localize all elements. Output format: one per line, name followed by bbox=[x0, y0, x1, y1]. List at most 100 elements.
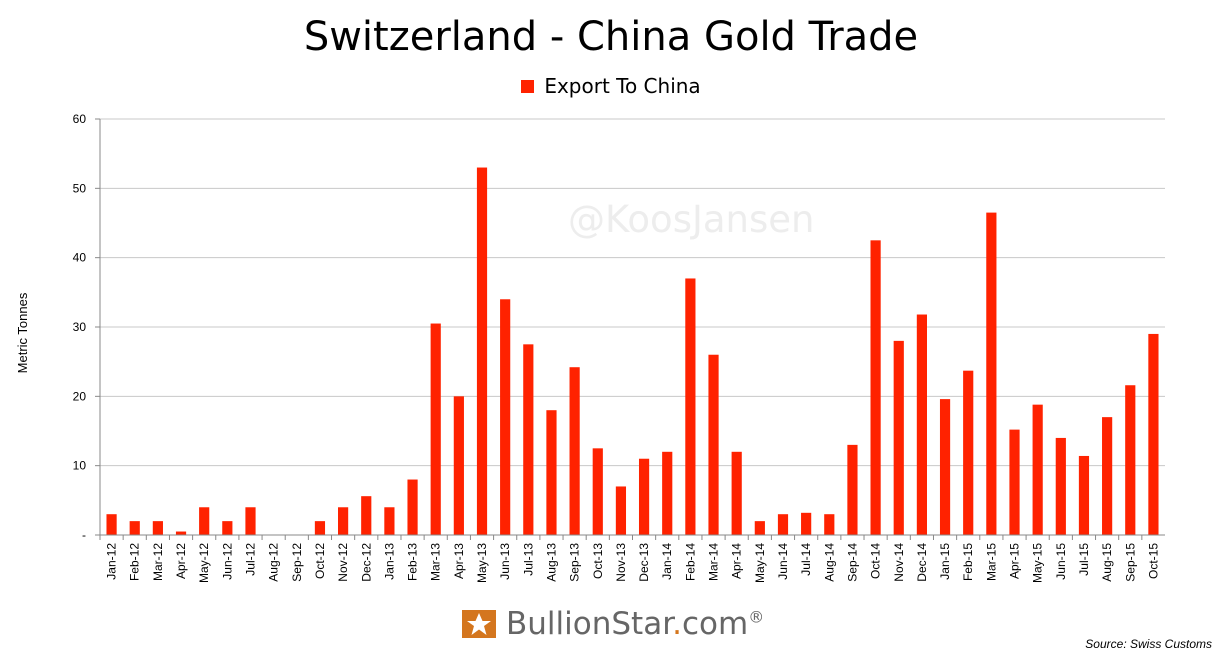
bar bbox=[847, 444, 858, 535]
x-tick-label: Jun-15 bbox=[1054, 543, 1068, 580]
bar bbox=[361, 496, 372, 535]
x-tick-label: Aug-14 bbox=[822, 543, 836, 582]
bar bbox=[731, 451, 742, 535]
x-tick-label: Aug-15 bbox=[1100, 543, 1114, 582]
x-tick-label: Jul-14 bbox=[799, 543, 813, 576]
x-tick-label: Mar-14 bbox=[707, 543, 721, 581]
bar-chart: - 10 20 30 40 50 60 Jan-12 Feb-12 Mar-12 Apr-12 Ma… bbox=[15, 112, 1165, 583]
x-tick-label: May-12 bbox=[197, 543, 211, 583]
chart-title: Switzerland - China Gold Trade bbox=[303, 14, 919, 60]
bar bbox=[569, 367, 580, 535]
x-tick-label: Nov-14 bbox=[892, 543, 906, 582]
legend: Export To China bbox=[0, 74, 1222, 98]
bar bbox=[638, 458, 650, 535]
y-tick-labels: - 10 20 30 40 50 60 bbox=[73, 112, 87, 542]
bar bbox=[754, 521, 765, 535]
x-tick-label: Nov-12 bbox=[336, 543, 350, 582]
bar bbox=[1055, 437, 1066, 535]
bar bbox=[314, 521, 326, 535]
bar bbox=[430, 323, 441, 535]
x-tick-label: Apr-15 bbox=[1008, 543, 1022, 579]
bar bbox=[384, 507, 395, 535]
bar bbox=[1148, 333, 1159, 535]
bar bbox=[824, 514, 835, 535]
x-tick-label: Aug-12 bbox=[267, 543, 281, 582]
bar bbox=[222, 521, 233, 535]
bar bbox=[592, 448, 603, 535]
x-tick-label: Nov-13 bbox=[614, 543, 628, 582]
x-tick-label: Oct-13 bbox=[591, 543, 605, 579]
source-note: Source: Swiss Customs bbox=[1085, 637, 1212, 651]
x-tick-label: Oct-14 bbox=[869, 543, 883, 579]
bar bbox=[129, 521, 140, 535]
x-tick-label: Jun-12 bbox=[220, 543, 234, 580]
x-tick-label: Jan-13 bbox=[382, 543, 396, 580]
watermark: @KoosJansen bbox=[568, 198, 815, 241]
x-tick-label: May-13 bbox=[475, 543, 489, 583]
x-tick-label: Oct-12 bbox=[313, 543, 327, 579]
axes bbox=[99, 119, 1165, 536]
x-tick-label: Feb-12 bbox=[128, 543, 142, 581]
x-tick-label: Sep-14 bbox=[845, 543, 859, 582]
bar bbox=[939, 399, 951, 535]
x-tick-label: Mar-12 bbox=[151, 543, 165, 581]
bar bbox=[152, 521, 163, 535]
bar bbox=[777, 514, 789, 535]
x-tick-label: Apr-12 bbox=[174, 543, 188, 579]
bar bbox=[615, 486, 627, 535]
bars bbox=[106, 167, 1159, 536]
x-tick-label: Jul-12 bbox=[243, 543, 257, 576]
x-tick-label: May-15 bbox=[1031, 543, 1045, 583]
x-tick-label: Jun-13 bbox=[498, 543, 512, 580]
bar bbox=[245, 507, 256, 535]
x-tick-label: Feb-15 bbox=[961, 543, 975, 581]
legend-label: Export To China bbox=[544, 74, 701, 98]
bar bbox=[546, 410, 557, 535]
bar bbox=[175, 531, 187, 535]
y-axis-label: Metric Tonnes bbox=[15, 292, 30, 373]
x-tick-label: Jul-15 bbox=[1077, 543, 1091, 576]
x-tick-label: Sep-13 bbox=[568, 543, 582, 582]
bar bbox=[708, 354, 719, 535]
bar bbox=[338, 507, 349, 535]
x-tick-label: Jun-14 bbox=[776, 543, 790, 580]
x-tick-label: Apr-14 bbox=[730, 543, 744, 579]
x-tick-label: Sep-12 bbox=[290, 543, 304, 582]
bar bbox=[407, 479, 418, 535]
x-tick-label: Oct-15 bbox=[1146, 543, 1160, 579]
bar bbox=[986, 212, 997, 535]
bar bbox=[523, 344, 534, 535]
x-tick-label: Mar-15 bbox=[984, 543, 998, 581]
x-tick-label: May-14 bbox=[753, 543, 767, 583]
bar bbox=[1009, 429, 1020, 535]
y-tick-label: 40 bbox=[73, 251, 87, 265]
bar bbox=[662, 451, 673, 535]
bar bbox=[963, 370, 974, 535]
bar bbox=[1125, 385, 1136, 535]
bar bbox=[916, 314, 927, 535]
bar bbox=[1032, 404, 1043, 535]
x-tick-label: Mar-13 bbox=[429, 543, 443, 581]
x-tick-label: Jan-14 bbox=[660, 543, 674, 580]
legend-swatch bbox=[521, 80, 535, 93]
x-tick-label: Jan-12 bbox=[105, 543, 119, 580]
bar bbox=[500, 299, 511, 535]
bar bbox=[199, 507, 210, 535]
x-tick-label: Dec-13 bbox=[637, 543, 651, 582]
x-tick-label: Feb-14 bbox=[683, 543, 697, 581]
bar bbox=[1078, 455, 1090, 535]
x-tick-label: Jan-15 bbox=[938, 543, 952, 580]
grid-lines bbox=[95, 118, 1165, 540]
bar bbox=[870, 240, 881, 536]
y-tick-label: 30 bbox=[73, 320, 87, 334]
y-tick-label: 20 bbox=[73, 389, 87, 403]
bar bbox=[893, 340, 904, 535]
bar bbox=[476, 167, 488, 536]
x-tick-label: Feb-13 bbox=[406, 543, 420, 581]
x-tick-label: Apr-13 bbox=[452, 543, 466, 579]
x-tick-label: Aug-13 bbox=[544, 543, 558, 582]
bar bbox=[1102, 417, 1113, 535]
logo-text: BullionStar.com® bbox=[506, 606, 765, 642]
bar bbox=[685, 278, 696, 535]
x-tick-label: Sep-15 bbox=[1123, 543, 1137, 582]
